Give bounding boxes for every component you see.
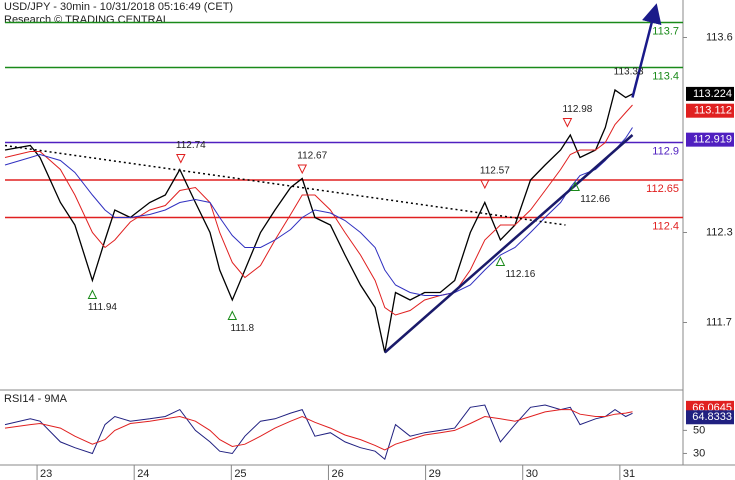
low-marker	[87, 289, 98, 299]
annotation-label: 113.33	[614, 67, 644, 78]
level-label: 113.7	[652, 25, 679, 37]
level-label: 112.65	[646, 183, 679, 195]
low-marker	[495, 256, 506, 266]
rsi-line	[4, 404, 633, 461]
chart-title: USD/JPY - 30min - 10/31/2018 05:16:49 (C…	[4, 1, 233, 13]
low-marker	[570, 181, 580, 191]
rsi-tick-label: 50	[693, 424, 705, 436]
moving-average	[4, 104, 633, 316]
high-marker	[562, 118, 573, 128]
annotation-label: 112.98	[562, 104, 592, 115]
level-label: 112.9	[652, 145, 679, 157]
price-tag	[686, 410, 734, 425]
annotation-label: 111.94	[88, 302, 118, 313]
high-marker	[176, 154, 186, 164]
x-tick-label: 29	[429, 468, 441, 480]
annotation-label: 112.57	[480, 166, 510, 177]
x-tick-label: 26	[331, 468, 343, 480]
x-tick-label: 31	[623, 468, 635, 480]
price-tag	[686, 86, 734, 101]
rsi-tick-label: 30	[693, 447, 705, 459]
price-tag-label: 113.224	[693, 88, 732, 100]
level-label: 112.4	[652, 220, 679, 232]
price-tag-label: 64.8333	[692, 411, 732, 423]
high-marker	[297, 164, 308, 175]
x-tick-label: 25	[234, 468, 246, 480]
annotation-label: 112.16	[505, 269, 535, 280]
high-marker	[480, 179, 490, 190]
y-tick-label: 112.3	[706, 226, 733, 238]
trendline	[631, 3, 662, 98]
low-marker	[227, 310, 238, 320]
annotation-label: 112.67	[297, 151, 327, 162]
price-tag-label: 112.919	[693, 134, 732, 146]
y-tick-label: 111.7	[706, 316, 732, 328]
x-tick-label: 23	[40, 468, 52, 480]
price-line	[4, 88, 633, 353]
y-tick-label: 113.6	[706, 31, 733, 43]
rsi-title: RSI14 - 9MA	[4, 393, 68, 405]
trendline	[4, 144, 566, 226]
trendline	[383, 134, 634, 354]
annotation-label: 111.8	[231, 323, 255, 334]
price-tag	[686, 132, 734, 147]
x-tick-label: 30	[526, 468, 538, 480]
price-tag-label: 113.112	[694, 105, 732, 117]
level-label: 113.4	[652, 70, 679, 82]
price-tag	[686, 103, 734, 118]
chart-subtitle: Research © TRADING CENTRAL	[4, 14, 169, 26]
x-tick-label: 24	[137, 468, 149, 480]
moving-average	[4, 127, 633, 296]
annotation-label: 112.66	[580, 194, 610, 205]
rsi-line	[4, 409, 633, 451]
annotation-label: 112.74	[176, 140, 206, 151]
